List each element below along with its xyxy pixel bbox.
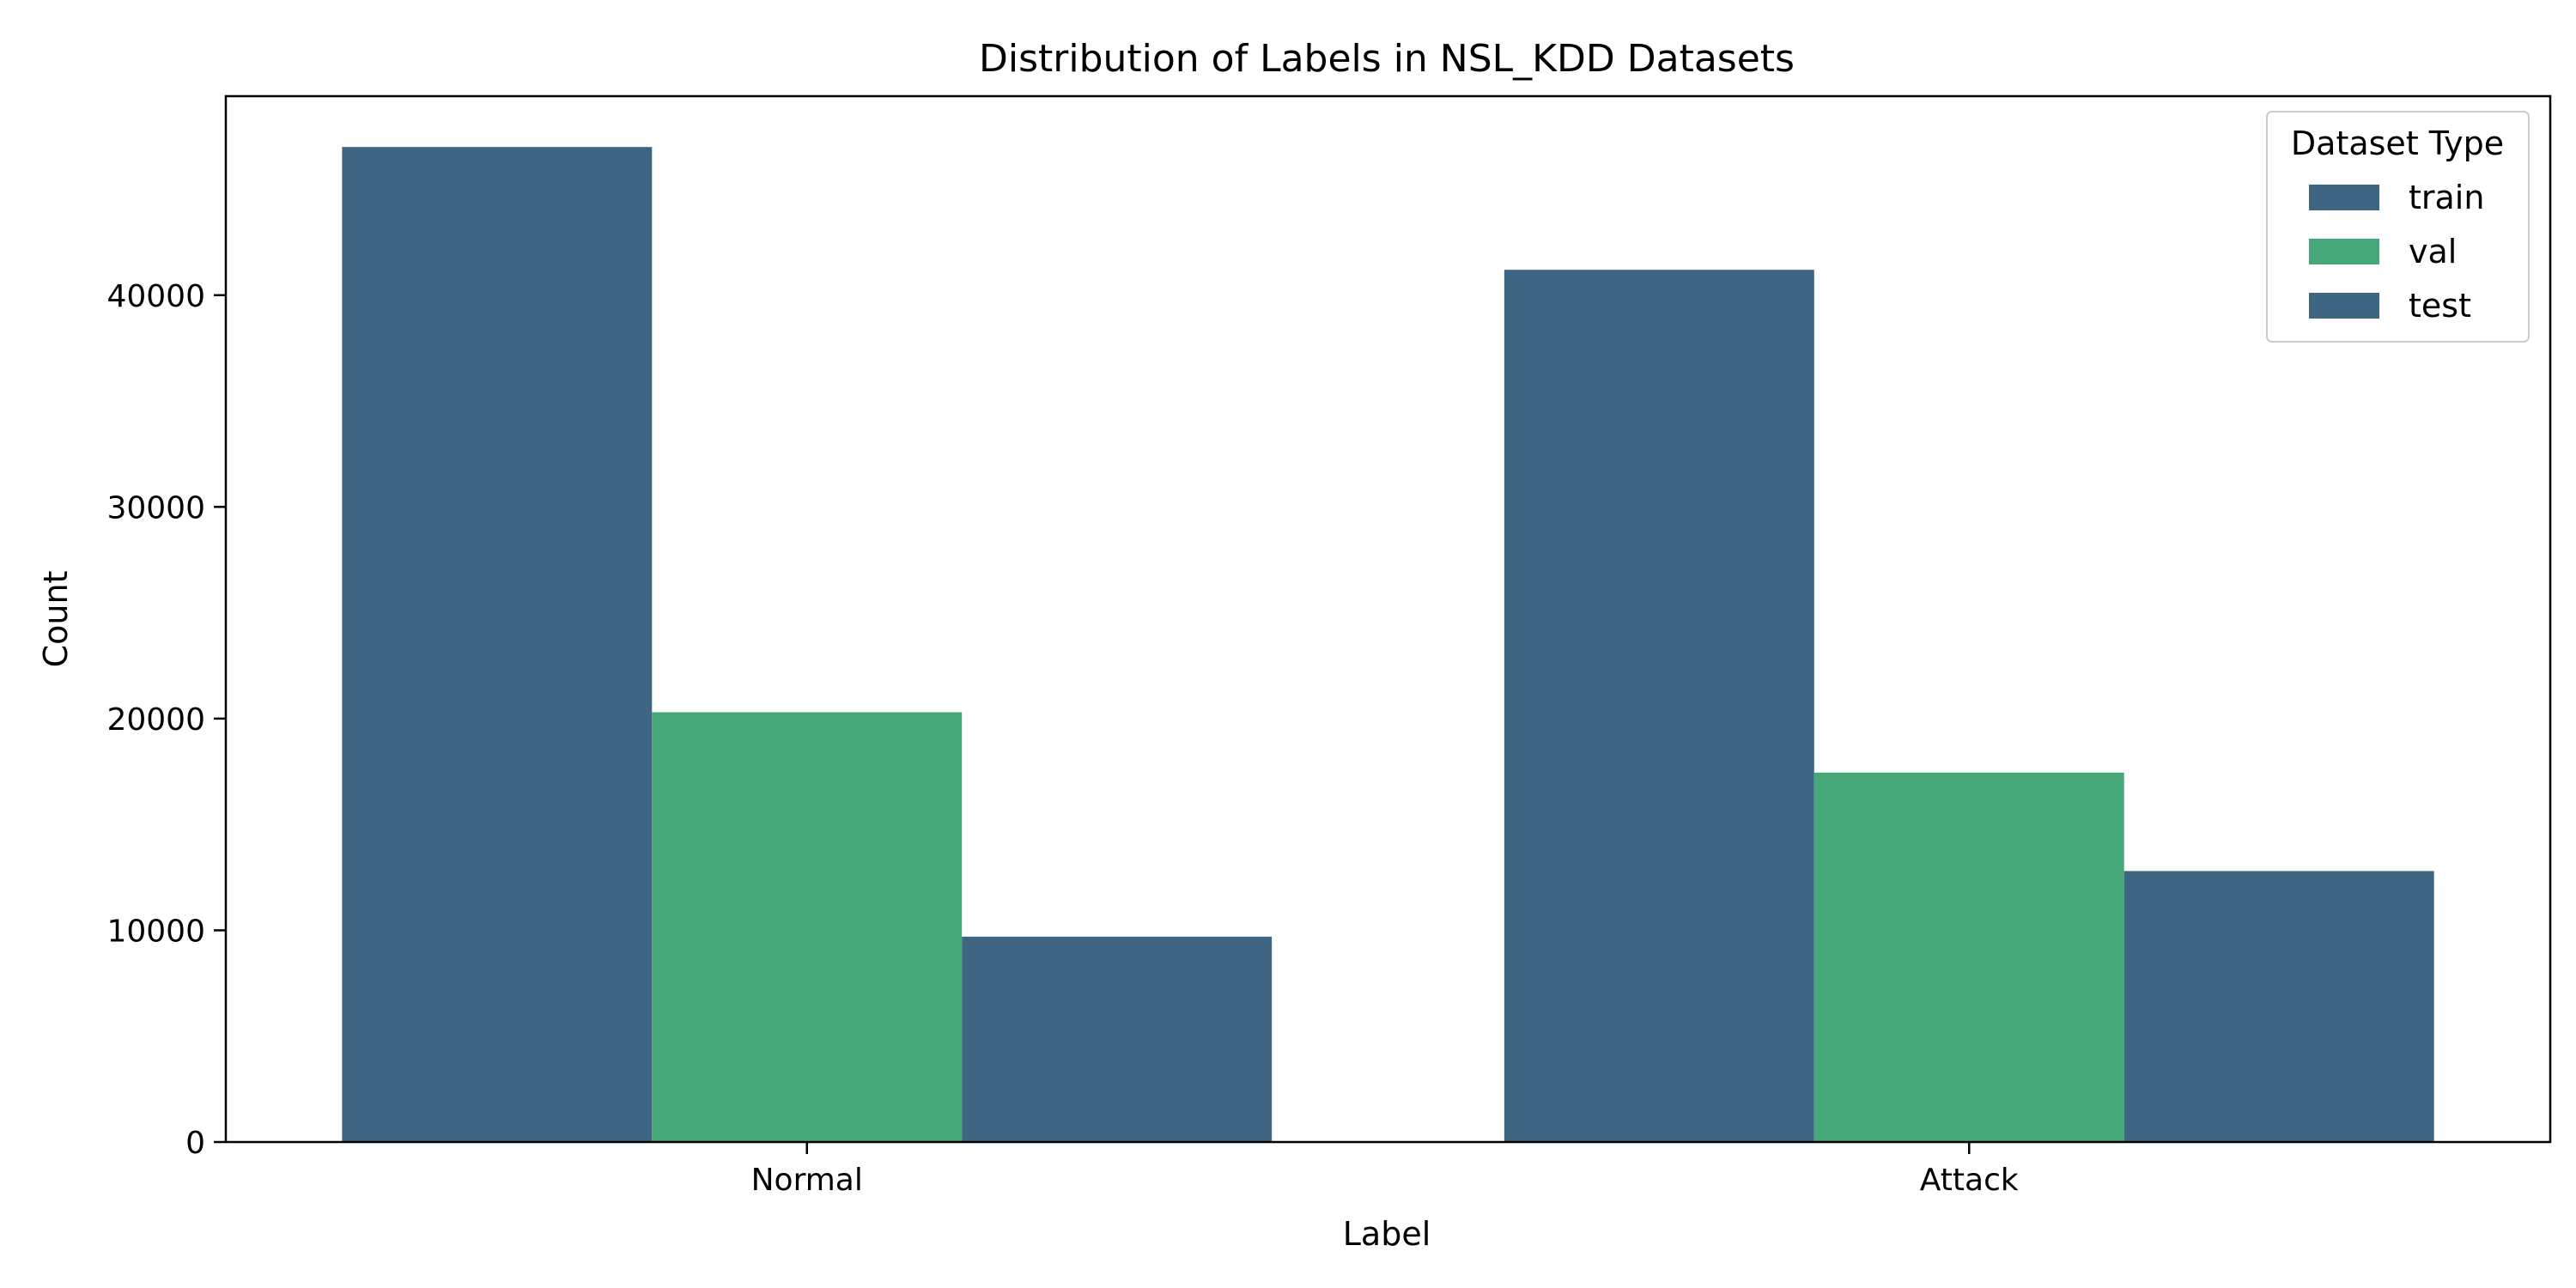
y-tick-label: 40000: [106, 279, 205, 314]
legend-items: train val test: [2309, 179, 2484, 325]
y-axis-label: Count: [37, 571, 75, 668]
chart-title: Distribution of Labels in NSL_KDD Datase…: [979, 37, 1795, 81]
plot-frame: [224, 94, 2552, 1144]
x-axis-label: Label: [1343, 1215, 1431, 1253]
y-tick-label: 30000: [106, 490, 205, 526]
legend-frame: [2266, 111, 2530, 343]
legend-label-val: val: [2409, 233, 2457, 270]
legend-swatch-val: [2309, 239, 2379, 264]
y-axis: 0 10000 20000 30000 40000: [106, 279, 226, 1161]
y-tick-label: 0: [185, 1126, 205, 1161]
bars-group: [342, 147, 2434, 1143]
legend-label-train: train: [2409, 179, 2484, 216]
legend-swatch-test: [2309, 293, 2379, 319]
y-tick-label: 20000: [106, 702, 205, 738]
bar-val-normal: [652, 712, 963, 1142]
x-tick-label: Attack: [1920, 1163, 2019, 1198]
legend-swatch-train: [2309, 185, 2379, 210]
bar-test-normal: [962, 936, 1273, 1142]
bar-val-attack: [1814, 772, 2124, 1142]
x-tick-label: Normal: [751, 1163, 863, 1198]
legend-label-test: test: [2409, 287, 2471, 325]
bar-test-attack: [2123, 871, 2434, 1142]
y-tick-label: 10000: [106, 914, 205, 949]
legend: Dataset Type train val test: [2266, 111, 2530, 343]
x-axis: Normal Attack: [751, 1142, 2019, 1198]
legend-title: Dataset Type: [2291, 125, 2504, 162]
bar-train-normal: [342, 147, 653, 1143]
bar-train-attack: [1504, 270, 1814, 1143]
